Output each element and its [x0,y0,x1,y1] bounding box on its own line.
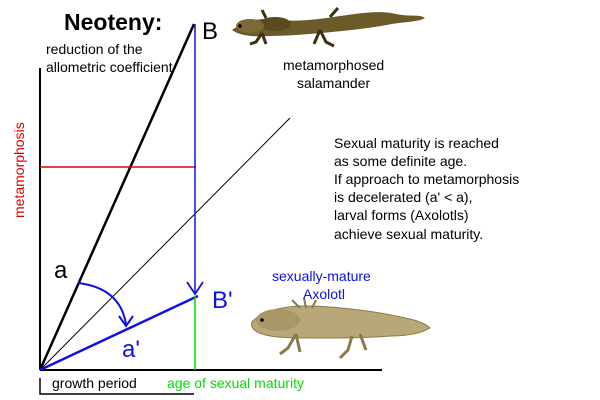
diagram-title: Neoteny: [64,9,162,35]
label-b-prime: B' [212,287,233,314]
salamander-caption-line-1: metamorphosed [283,57,384,73]
b-prime-arrowhead [186,281,204,296]
explanation-line-6: achieve sexual maturity. [334,226,483,242]
subtitle-line-2: allometric coefficient [46,59,173,75]
line-to-b-prime [39,294,199,372]
growth-period-bracket [39,378,194,395]
label-a: a [54,257,68,284]
label-b: B [202,18,218,45]
salamander-illustration [232,7,425,48]
reference-diagonal [39,117,291,371]
axolotl-caption-line-1: sexually-mature [272,268,371,284]
line-to-b [38,23,196,371]
explanation-line-5: larval forms (Axolotls) [334,207,469,223]
salamander-caption-line-2: salamander [297,75,370,91]
label-a-prime: a' [122,336,140,363]
angle-arc [77,282,127,325]
axolotl-illustration [251,297,431,360]
explanation-line-3: If approach to metamorphosis [334,171,519,187]
y-axis-label: metamorphosis [11,122,27,218]
x-axis-label-growth-period: growth period [52,375,137,391]
explanation-line-2: as some definite age. [334,153,467,169]
axolotl-caption-line-2: Axolotl [303,286,345,302]
explanation-line-1: Sexual maturity is reached [334,135,499,151]
subtitle-line-1: reduction of the [46,41,143,57]
explanation-line-4: is decelerated (a' < a), [334,189,472,205]
angle-arc-arrowhead [118,315,134,328]
x-axis-label-sexual-maturity: age of sexual maturity [167,375,304,391]
